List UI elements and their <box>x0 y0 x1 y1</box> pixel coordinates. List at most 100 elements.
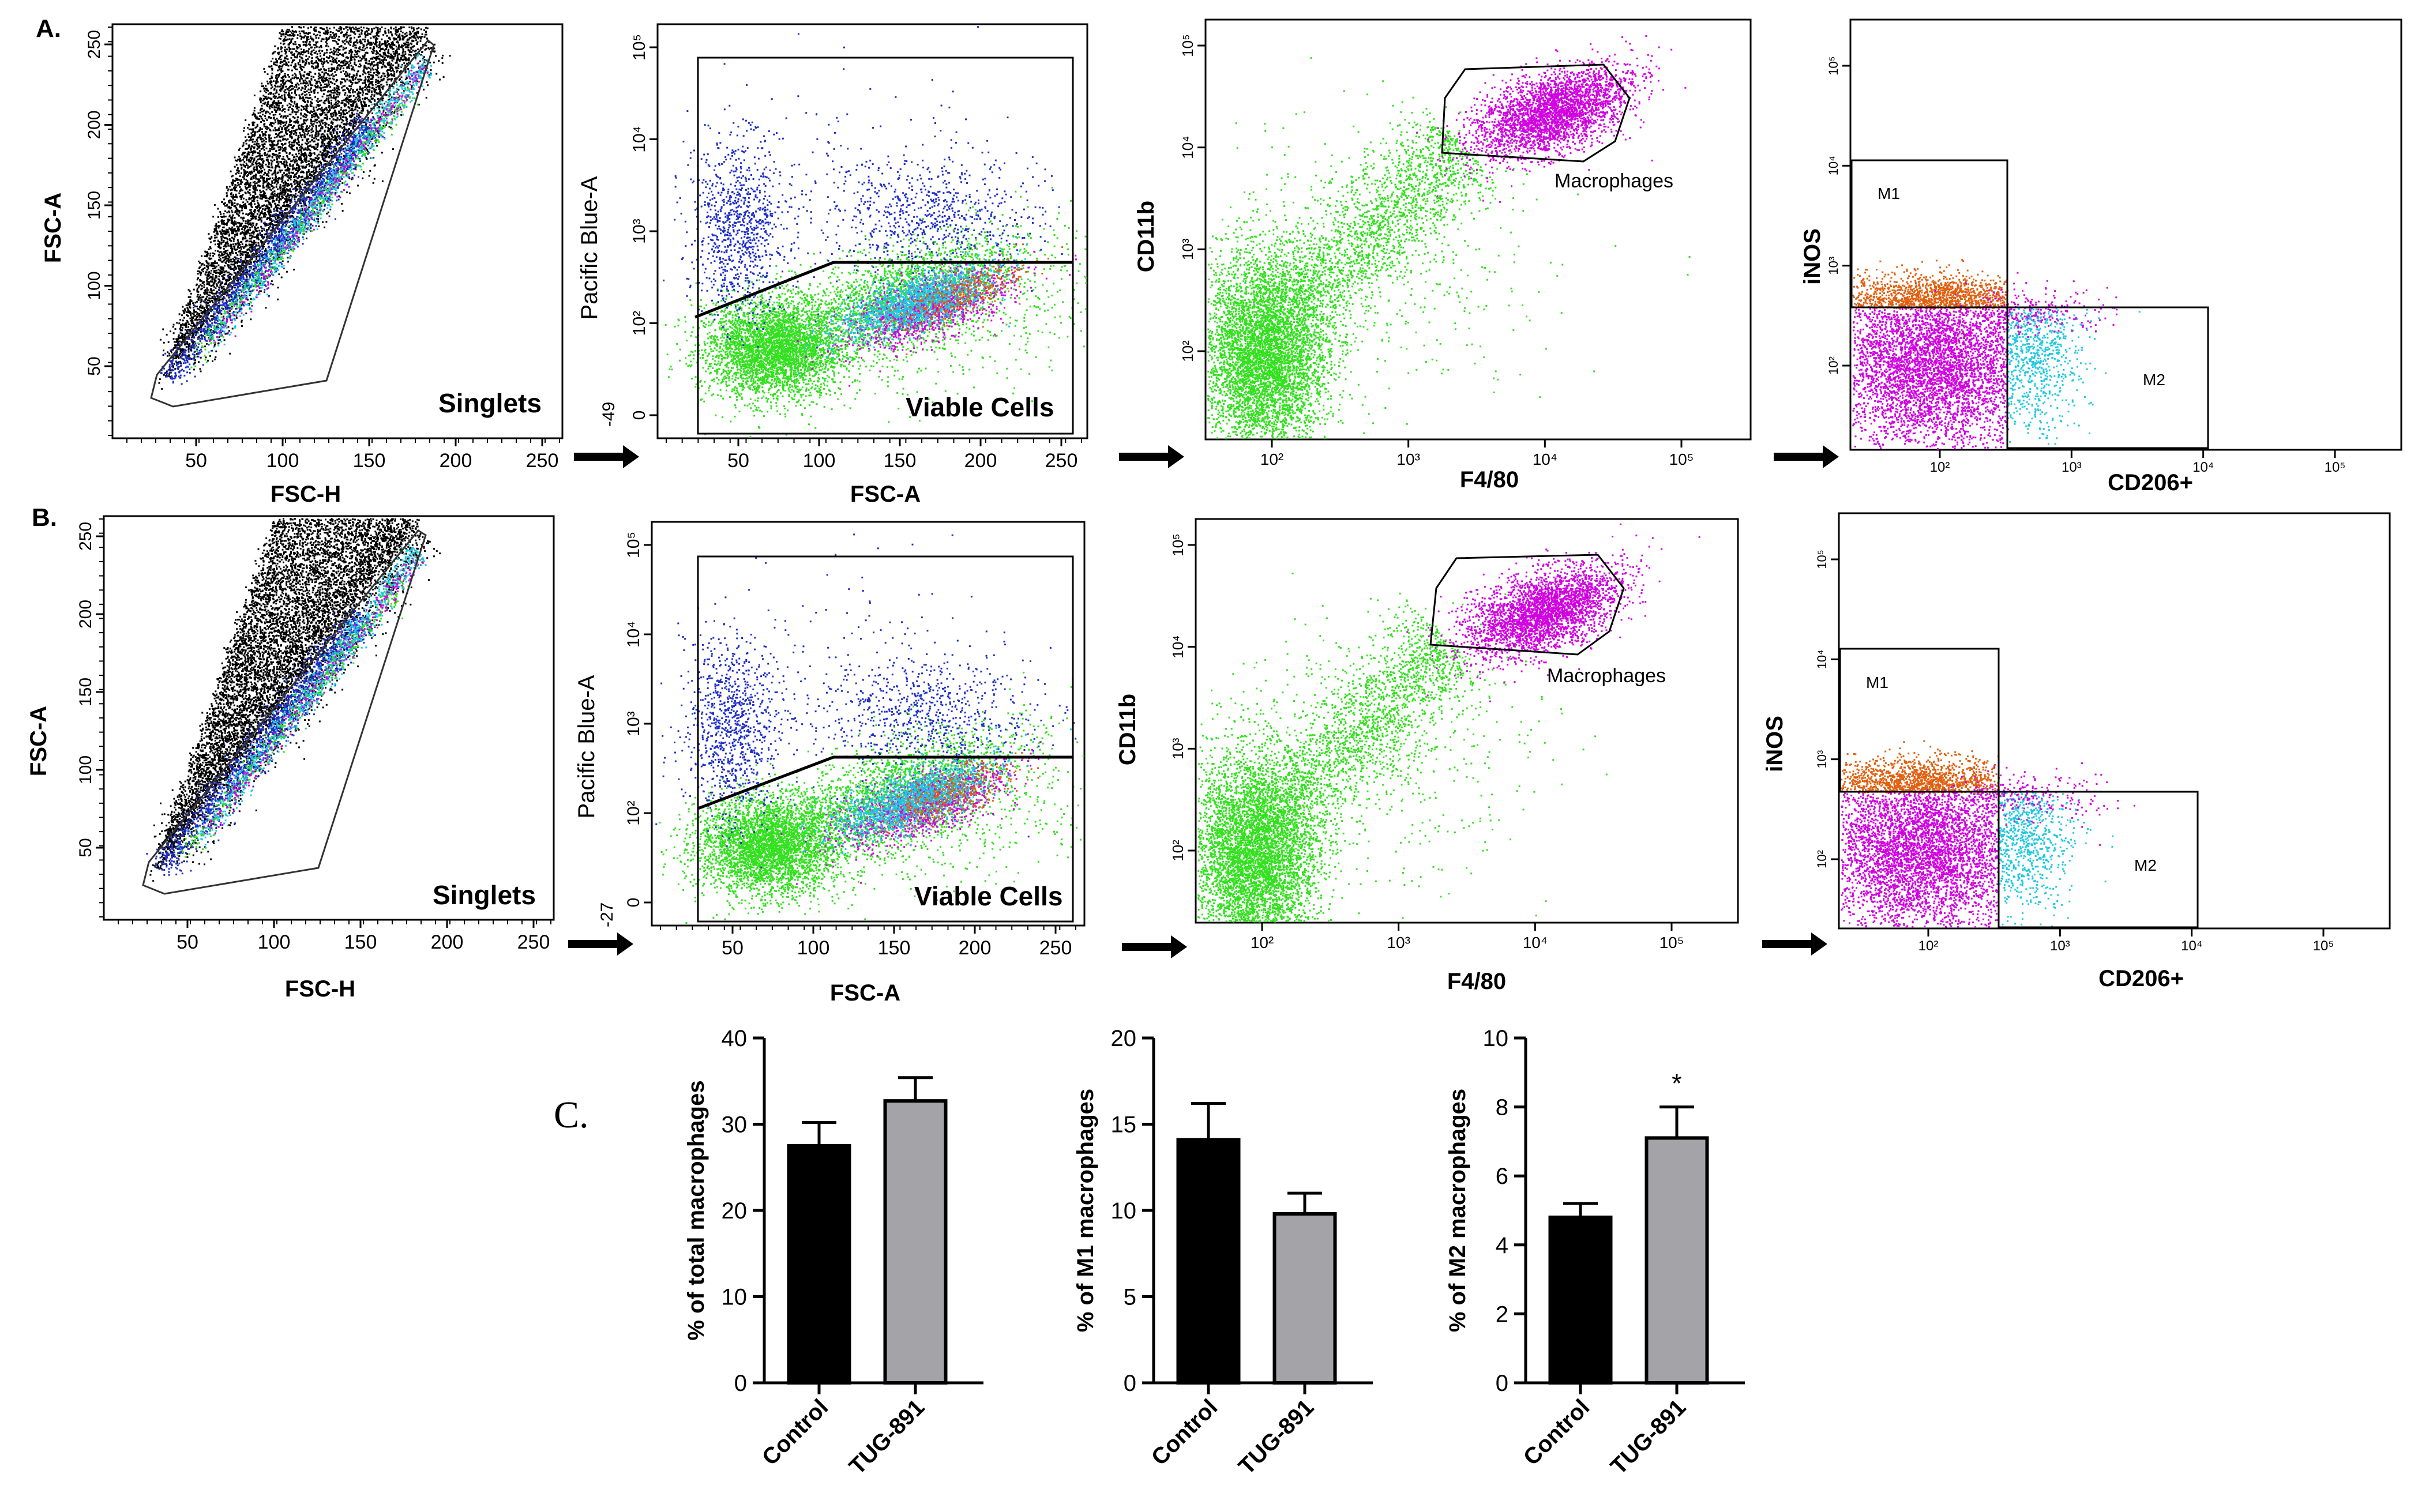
y-tick-label: 0 <box>630 411 649 420</box>
axis-ticks: 50 100 150 200 250 250 200 150 100 50 <box>76 518 551 953</box>
event-cloud <box>1999 792 2114 927</box>
event-cloud <box>1416 35 1687 203</box>
singlets-plot: 50 100 150 200 250 250 200 150 100 50 Singlets FS… <box>26 515 555 1002</box>
y-tick-label: 10³ <box>1179 238 1196 260</box>
y-tick-label: 4 <box>1496 1233 1508 1258</box>
x-tick-label: 10² <box>1251 934 1274 951</box>
event-cloud <box>674 95 839 348</box>
event-cloud <box>708 206 1087 438</box>
event-cloud <box>784 236 1028 375</box>
y-tick-label: 8 <box>1496 1095 1508 1120</box>
x-tick-label: 250 <box>517 931 550 953</box>
x-tick-label: 50 <box>177 931 198 953</box>
y-tick-label: 10 <box>1483 1026 1509 1051</box>
event-dots <box>1852 259 2141 450</box>
macrophage-gate <box>1441 63 1631 163</box>
event-cloud <box>659 763 893 924</box>
singlets-gate <box>142 529 427 895</box>
x-tick-label: 150 <box>353 450 386 472</box>
y-tick-label: 100 <box>76 755 95 784</box>
event-cloud <box>1933 272 2118 345</box>
macrophage-plot: 10² 10³ 10⁴ 10⁵ 10⁵ 10⁴ 10³ 10² Macrophages F4/… <box>1115 518 1739 994</box>
x-tick-label: 10³ <box>2062 460 2082 475</box>
flow-arrow <box>574 445 639 468</box>
x-tick-label: 100 <box>266 450 299 472</box>
event-cloud <box>1841 792 2000 928</box>
y-tick-label: 10⁴ <box>1815 649 1829 669</box>
x-tick-label: 10² <box>1260 450 1283 468</box>
x-tick-label: 10⁵ <box>2313 938 2334 954</box>
row-b-label: B. <box>32 503 57 532</box>
event-dots <box>1197 523 1700 923</box>
viable-gate-divider <box>697 755 1073 810</box>
gate-label: Singlets <box>433 880 536 910</box>
y-tick-label: 0 <box>1496 1371 1508 1396</box>
bar-control <box>1548 1215 1613 1385</box>
x-tick-label: 10² <box>1930 460 1950 475</box>
y-tick-label: 40 <box>722 1026 748 1051</box>
flow-arrow <box>1122 935 1187 958</box>
macrophage-plot: 10² 10³ 10⁴ 10⁵ 10⁵ 10⁴ 10³ 10² Macrophages F4/… <box>1133 18 1752 492</box>
event-cloud <box>2007 307 2141 449</box>
event-dots <box>1841 740 2135 928</box>
x-tick-label: 10³ <box>1387 934 1410 951</box>
y-tick-label: 10⁵ <box>630 34 649 61</box>
axis-ticks: 50 100 150 200 250 10⁵ 10⁴ 10³ 10² 0 <box>630 34 1082 472</box>
y-tick-label: 10³ <box>624 711 643 736</box>
y-tick-label: 10⁵ <box>1815 550 1829 569</box>
gate-label: Viable Cells <box>914 881 1062 911</box>
y-tick-label: 10⁴ <box>1179 136 1196 159</box>
macrophage-gate <box>1429 554 1625 656</box>
y-tick-label: 10⁵ <box>1169 533 1187 556</box>
y-tick-label: 50 <box>85 356 104 375</box>
y-tick-label: 20 <box>722 1198 748 1224</box>
event-dots <box>655 533 1084 924</box>
y-tick-label: 10⁴ <box>1169 635 1187 659</box>
viable-cells-plot: 50 100 150 200 250 10⁵ 10⁴ 10³ 10² 0 Viable Cells… <box>574 521 1086 1006</box>
x-tick-label: 10⁵ <box>1659 934 1684 951</box>
x-axis-label: FSC-A <box>850 482 921 507</box>
y-tick-label: 10⁴ <box>630 126 649 152</box>
y-axis-label: % of total macrophages <box>684 1080 709 1340</box>
y-tick-label: 150 <box>76 678 95 706</box>
axis-ticks: 10² 10³ 10⁴ 10⁵ 10⁵ 10⁴ 10³ 10² <box>1826 56 2345 475</box>
x-tick-label: 250 <box>1039 937 1072 959</box>
x-tick-label: 200 <box>959 937 992 959</box>
x-tick-label: 100 <box>797 937 830 959</box>
y-tick-label: 10² <box>1826 356 1841 375</box>
y-tick-label: 5 <box>1124 1285 1136 1310</box>
x-tick-label: 10⁵ <box>2325 460 2346 475</box>
event-dots <box>1207 35 1691 439</box>
y-tick-label: 10³ <box>630 219 649 243</box>
y-tick-label: 6 <box>1496 1164 1508 1189</box>
row-b-panels: 50 100 150 200 250 250 200 150 100 50 Singlets FS… <box>26 512 2391 1006</box>
event-cloud <box>160 112 385 385</box>
y-axis-label: Pacific Blue-A <box>574 675 599 818</box>
axis-ticks: 10² 10³ 10⁴ 10⁵ 10⁵ 10⁴ 10³ 10² <box>1179 34 1694 468</box>
event-cloud <box>197 53 432 348</box>
plot-frame <box>1838 512 2391 930</box>
y-tick-label: 10² <box>1169 840 1187 862</box>
y-tick-label: 10² <box>630 311 649 336</box>
singlets-plot: 50 100 150 200 250 250 200 150 100 50 Singlets FS… <box>40 23 564 507</box>
y-tick-label: 10 <box>722 1285 748 1310</box>
x-tick-label: 10³ <box>2050 938 2070 954</box>
event-cloud <box>186 544 427 846</box>
x-tick-label: 200 <box>440 450 472 472</box>
gate-label: Viable Cells <box>906 392 1054 422</box>
m2-gate-label: M2 <box>2143 371 2165 389</box>
y-tick-label: 30 <box>722 1112 748 1138</box>
x-axis-label: F4/80 <box>1460 467 1519 492</box>
x-tick-label: 150 <box>344 931 377 953</box>
polarization-plot: 10² 10³ 10⁴ 10⁵ 10⁵ 10⁴ 10³ 10² M1 M2 CD206+ iN… <box>1762 512 2391 991</box>
x-tick-label: 150 <box>884 450 917 472</box>
bar-control <box>1176 1138 1241 1385</box>
gate-label: Singlets <box>438 388 542 418</box>
y-axis-label: iNOS <box>1762 716 1788 772</box>
y-tick-label: 10⁴ <box>1826 156 1841 175</box>
event-cloud <box>1852 259 2009 309</box>
y-tick-label: 10⁴ <box>624 621 643 648</box>
y-tick-label: 10⁵ <box>1179 34 1196 57</box>
y-tick-label: 10² <box>1815 850 1829 868</box>
